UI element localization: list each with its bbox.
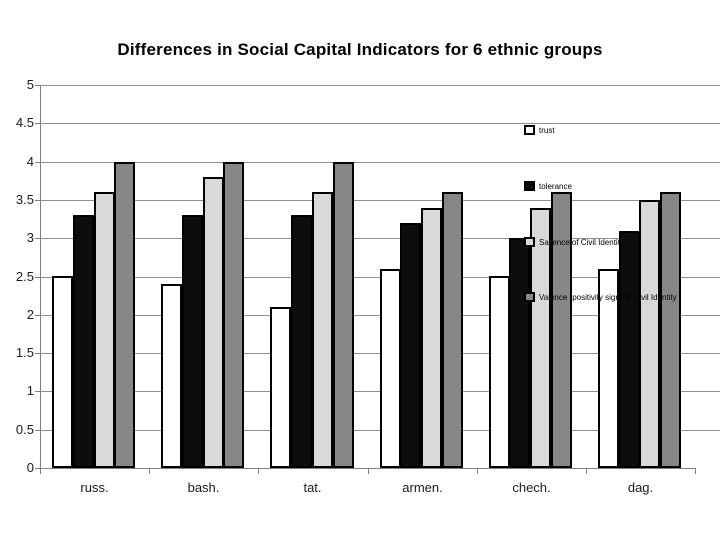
x-axis-tick xyxy=(477,468,478,474)
bar-tolerance-russ xyxy=(73,215,94,468)
bar-valence-positivity-sign-of-civil-identity-dag xyxy=(660,192,681,468)
y-axis-tick xyxy=(35,391,40,392)
y-axis-tick xyxy=(35,315,40,316)
y-axis-tick xyxy=(35,353,40,354)
y-axis-tick-label: 2.5 xyxy=(15,269,34,284)
y-axis-tick xyxy=(35,468,40,469)
y-axis-tick xyxy=(35,123,40,124)
bar-trust-russ xyxy=(52,276,73,468)
bar-trust-tat xyxy=(270,307,291,468)
x-axis-tick xyxy=(586,468,587,474)
x-axis-tick xyxy=(40,468,41,474)
bar-salience-of-civil-identity-armen xyxy=(421,208,442,468)
bar-tolerance-bash xyxy=(182,215,203,468)
legend-item-salience-of-civil-identity: Salience of Civil Identity xyxy=(524,237,624,247)
x-axis-tick xyxy=(368,468,369,474)
bar-valence-positivity-sign-of-civil-identity-bash xyxy=(223,162,244,468)
y-axis-tick-label: 4.5 xyxy=(15,115,34,130)
y-axis-line xyxy=(40,85,41,469)
y-axis-tick xyxy=(35,200,40,201)
chart-title: Differences in Social Capital Indicators… xyxy=(117,40,603,59)
x-axis-tick xyxy=(695,468,696,474)
bar-tolerance-tat xyxy=(291,215,312,468)
legend-marker-valence-positivity-sign-of-civil-identity-icon xyxy=(524,292,535,302)
y-axis-tick-label: 4 xyxy=(26,154,34,169)
bar-salience-of-civil-identity-chech xyxy=(530,208,551,468)
y-axis-tick xyxy=(35,430,40,431)
bar-salience-of-civil-identity-dag xyxy=(639,200,660,468)
bar-salience-of-civil-identity-bash xyxy=(203,177,224,468)
bar-tolerance-dag xyxy=(619,231,640,468)
gridline xyxy=(40,85,720,86)
legend-label: Valence (positivity sign) of Civil Ident… xyxy=(539,292,677,302)
x-axis-tick xyxy=(149,468,150,474)
bar-valence-positivity-sign-of-civil-identity-tat xyxy=(333,162,354,468)
y-axis-tick-label: 0 xyxy=(26,460,34,475)
x-axis-tick xyxy=(258,468,259,474)
y-axis-tick-label: 3.5 xyxy=(15,192,34,207)
y-axis-tick xyxy=(35,238,40,239)
y-axis-tick xyxy=(35,277,40,278)
legend-marker-salience-of-civil-identity-icon xyxy=(524,237,535,247)
gridline xyxy=(40,123,720,124)
bar-tolerance-armen xyxy=(400,223,421,468)
legend-item-tolerance: tolerance xyxy=(524,181,572,191)
legend-item-valence-positivity-sign-of-civil-identity: Valence (positivity sign) of Civil Ident… xyxy=(524,292,677,302)
bar-trust-bash xyxy=(161,284,182,468)
x-axis-category-label: dag. xyxy=(627,480,654,495)
y-axis-tick-label: 0.5 xyxy=(15,422,34,437)
y-axis-tick xyxy=(35,85,40,86)
legend-item-trust: trust xyxy=(524,125,555,135)
y-axis-tick-label: 3 xyxy=(26,230,34,245)
bar-tolerance-chech xyxy=(509,238,530,468)
legend-label: tolerance xyxy=(539,181,572,191)
bar-trust-armen xyxy=(380,269,401,468)
y-axis-tick xyxy=(35,162,40,163)
x-axis-category-label: tat. xyxy=(303,480,322,495)
x-axis-category-label: bash. xyxy=(187,480,220,495)
y-axis-tick-label: 1 xyxy=(26,383,34,398)
bar-trust-chech xyxy=(489,276,510,468)
x-axis-category-label: chech. xyxy=(512,480,551,495)
y-axis-tick-label: 5 xyxy=(26,77,34,92)
x-axis-line xyxy=(40,468,695,469)
bar-salience-of-civil-identity-russ xyxy=(94,192,115,468)
x-axis-category-label: armen. xyxy=(402,480,443,495)
legend-marker-trust-icon xyxy=(524,125,535,135)
x-axis-category-label: russ. xyxy=(80,480,109,495)
bar-valence-positivity-sign-of-civil-identity-armen xyxy=(442,192,463,468)
bar-valence-positivity-sign-of-civil-identity-chech xyxy=(551,192,572,468)
y-axis-tick-label: 2 xyxy=(26,307,34,322)
gridline xyxy=(40,200,720,201)
bar-valence-positivity-sign-of-civil-identity-russ xyxy=(114,162,135,468)
gridline xyxy=(40,238,720,239)
legend-label: Salience of Civil Identity xyxy=(539,237,624,247)
legend-label: trust xyxy=(539,125,555,135)
bar-salience-of-civil-identity-tat xyxy=(312,192,333,468)
y-axis-tick-label: 1.5 xyxy=(15,345,34,360)
legend-marker-tolerance-icon xyxy=(524,181,535,191)
bar-trust-dag xyxy=(598,269,619,468)
gridline xyxy=(40,162,720,163)
